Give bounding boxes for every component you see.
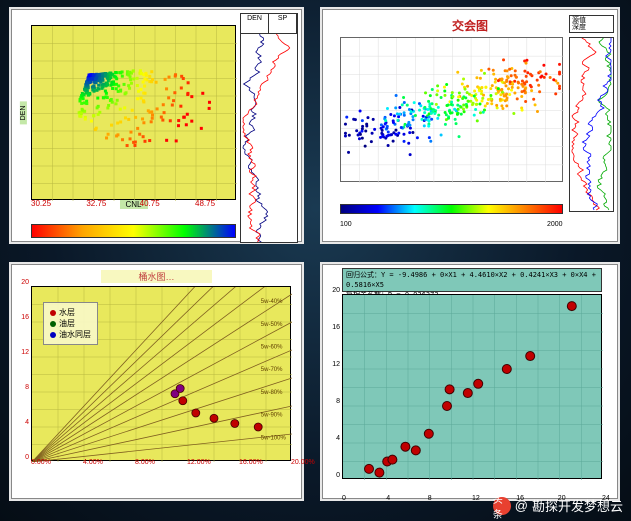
watermark: 头条 @ 勘探开发梦想云: [493, 496, 623, 515]
crossplot-2-legend: 源值 深度: [569, 15, 614, 33]
track-1-svg: [241, 34, 297, 242]
svg-text:5w-40%: 5w-40%: [261, 299, 283, 305]
crossplot-2-svg: [341, 38, 564, 183]
crossplot-2-area: [340, 37, 563, 182]
crossplot-panel-1: DEN CNL 30.2532.7540.7548.75 DEN SP: [9, 7, 304, 244]
colorbar-max: 2000: [547, 221, 563, 228]
crossplot-1-yaxis: DEN: [14, 25, 29, 200]
track-header-2: SP: [269, 14, 297, 33]
fan-chart-panel: 桶水图… 5w-100% 5w-90% 5w-80% 5w-70% 5w-60% 5w-5…: [9, 262, 304, 501]
regression-yaxis: 048121620: [326, 294, 340, 479]
regression-header: 回归公式：Y = -9.4986 + 0×X1 + 4.4610×X2 + 0.…: [342, 268, 602, 292]
crossplot-1-log-track: DEN SP: [240, 13, 298, 243]
crossplot-1-area: [31, 25, 236, 200]
fan-chart-title: 桶水图…: [101, 270, 212, 283]
regression-svg: [343, 295, 603, 480]
colorbar-min: 100: [340, 221, 352, 228]
crossplot-2-colorbar: [340, 204, 563, 214]
legend-item-1: 源值: [572, 17, 611, 24]
legend-item: 水层: [50, 307, 91, 318]
crossplot-1-colorbar: [31, 224, 236, 238]
legend-item: 油水同层: [50, 329, 91, 340]
svg-text:5w-50%: 5w-50%: [261, 322, 283, 328]
at-symbol: @: [515, 498, 528, 513]
track-2-svg: [570, 38, 613, 211]
svg-text:5w-80%: 5w-80%: [261, 390, 283, 396]
crossplot-panel-2: 交会图 源值 深度 100 2000: [320, 7, 620, 244]
fan-chart-legend: 水层油层油水同层: [43, 302, 98, 345]
crossplot-2-log-track: [569, 37, 614, 212]
watermark-badge-icon: 头条: [493, 497, 511, 515]
fan-chart-xaxis: 0.00%4.00%8.00%12.00%16.00%20.00%: [31, 459, 291, 483]
regression-plot-area: [342, 294, 602, 479]
svg-text:5w-100%: 5w-100%: [261, 435, 287, 441]
svg-text:5w-70%: 5w-70%: [261, 367, 283, 373]
legend-item: 油层: [50, 318, 91, 329]
crossplot-1-svg: [32, 26, 237, 201]
svg-text:5w-90%: 5w-90%: [261, 413, 283, 419]
crossplot-1-xaxis: CNL 30.2532.7540.7548.75: [31, 199, 236, 219]
track-header-1: DEN: [241, 14, 269, 33]
crossplot-1-ylabel: DEN: [20, 101, 27, 124]
regression-formula: 回归公式：Y = -9.4986 + 0×X1 + 4.4610×X2 + 0.…: [346, 270, 598, 290]
watermark-text: 勘探开发梦想云: [532, 496, 623, 515]
fan-chart-yaxis: 048121620: [15, 286, 29, 461]
legend-item-2: 深度: [572, 24, 611, 31]
regression-panel: 回归公式：Y = -9.4986 + 0×X1 + 4.4610×X2 + 0.…: [320, 262, 620, 501]
svg-text:5w-60%: 5w-60%: [261, 345, 283, 351]
